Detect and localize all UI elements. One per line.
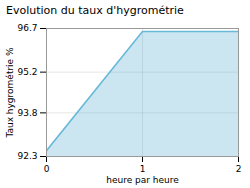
- svg-text:0: 0: [44, 164, 50, 174]
- svg-text:2: 2: [236, 164, 242, 174]
- svg-text:95.2: 95.2: [17, 67, 37, 77]
- svg-text:1: 1: [140, 164, 146, 174]
- svg-text:heure par heure: heure par heure: [106, 175, 179, 185]
- svg-text:96.7: 96.7: [17, 23, 37, 33]
- svg-text:Taux hygrométrie %: Taux hygrométrie %: [5, 47, 15, 139]
- html-text:Evolution du taux d'hygrométri: Evolution du taux d'hygrométrie: [6, 4, 184, 17]
- svg-text:92.3: 92.3: [17, 151, 37, 161]
- svg-text:93.8: 93.8: [17, 108, 37, 118]
